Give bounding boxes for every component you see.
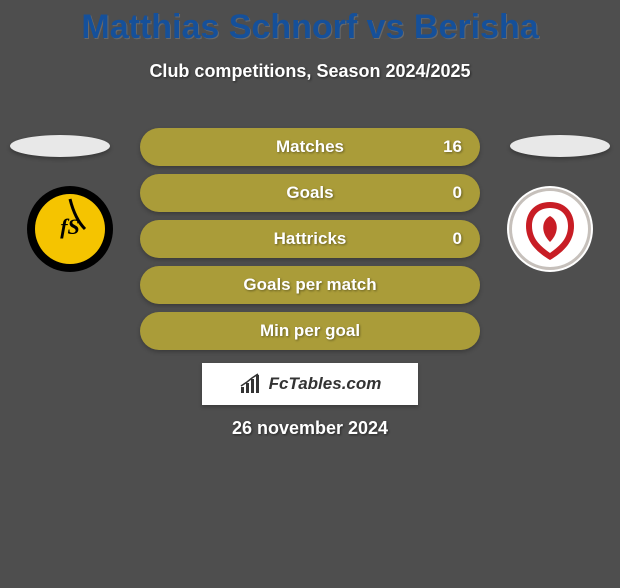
stat-label: Min per goal xyxy=(260,321,360,341)
stat-value: 0 xyxy=(453,183,462,203)
stat-label: Goals xyxy=(286,183,333,203)
brand-box: FcTables.com xyxy=(202,363,418,405)
player-portrait-left xyxy=(10,135,110,157)
player-portrait-right xyxy=(510,135,610,157)
stat-label: Goals per match xyxy=(243,275,376,295)
chart-icon xyxy=(239,373,263,395)
stat-bar-goals-per-match: Goals per match xyxy=(140,266,480,304)
stat-bar-min-per-goal: Min per goal xyxy=(140,312,480,350)
stat-label: Hattricks xyxy=(274,229,347,249)
comparison-title: Matthias Schnorf vs Berisha xyxy=(0,8,620,47)
stats-container: Matches 16 Goals 0 Hattricks 0 Goals per… xyxy=(140,128,480,358)
stat-label: Matches xyxy=(276,137,344,157)
club-badge-left: fS xyxy=(20,184,120,274)
club-badge-right xyxy=(500,184,600,274)
stat-bar-matches: Matches 16 xyxy=(140,128,480,166)
season-subtitle: Club competitions, Season 2024/2025 xyxy=(0,61,620,82)
stat-value: 16 xyxy=(443,137,462,157)
date-text: 26 november 2024 xyxy=(232,418,388,439)
stat-bar-hattricks: Hattricks 0 xyxy=(140,220,480,258)
stat-value: 0 xyxy=(453,229,462,249)
brand-text: FcTables.com xyxy=(269,374,382,394)
stat-bar-goals: Goals 0 xyxy=(140,174,480,212)
